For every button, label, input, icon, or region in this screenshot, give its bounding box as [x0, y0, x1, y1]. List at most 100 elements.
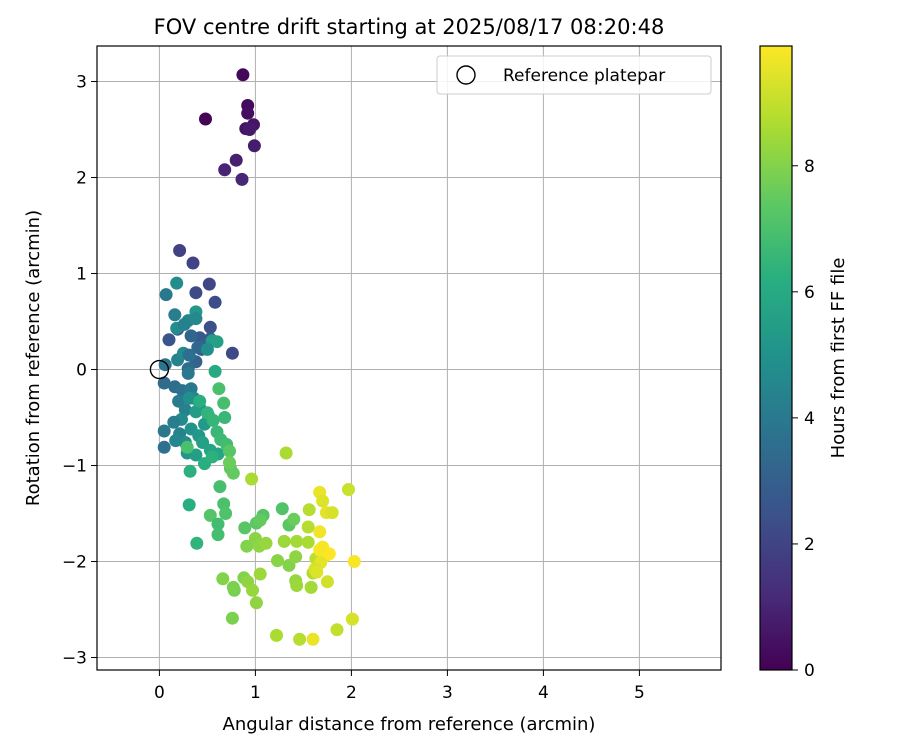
data-point	[302, 503, 316, 517]
x-tick-label: 5	[634, 683, 645, 703]
data-point	[208, 364, 222, 378]
data-point	[253, 567, 267, 581]
data-point	[167, 415, 181, 429]
data-point	[200, 342, 214, 356]
data-point	[162, 333, 176, 347]
data-point	[247, 139, 261, 153]
plot-frame	[96, 45, 722, 671]
data-point	[243, 123, 257, 136]
data-point	[241, 106, 255, 120]
y-tick-label: 1	[76, 265, 87, 285]
data-point	[189, 312, 203, 326]
data-point	[157, 376, 171, 390]
colorbar	[759, 45, 793, 671]
data-point	[301, 520, 315, 534]
data-point	[182, 348, 196, 362]
data-point	[245, 472, 259, 486]
data-point	[199, 112, 212, 126]
data-point	[301, 535, 315, 549]
data-point	[236, 68, 250, 82]
data-point	[218, 411, 232, 424]
data-point	[271, 554, 284, 568]
data-point	[249, 596, 263, 610]
y-axis-label: Rotation from reference (arcmin)	[23, 210, 44, 506]
data-point	[189, 405, 203, 419]
x-axis-label: Angular distance from reference (arcmin)	[223, 714, 596, 735]
legend-marker	[456, 65, 476, 85]
data-points	[157, 68, 361, 646]
data-point	[157, 424, 171, 438]
data-point	[223, 456, 236, 470]
data-point	[213, 480, 227, 494]
data-point	[205, 450, 219, 464]
data-point	[342, 483, 355, 496]
data-point	[330, 623, 344, 637]
data-point	[180, 440, 194, 454]
data-point	[279, 446, 293, 460]
data-point	[184, 329, 198, 343]
y-tick-label: −1	[62, 457, 87, 477]
data-point	[289, 550, 303, 564]
data-point	[210, 335, 224, 349]
data-point	[313, 525, 327, 539]
data-point	[238, 521, 252, 535]
chart-title: FOV centre drift starting at 2025/08/17 …	[154, 15, 665, 39]
y-tick-label: 3	[76, 73, 87, 93]
colorbar-tick-label: 6	[804, 283, 815, 303]
data-point	[186, 256, 200, 270]
data-point	[157, 440, 171, 454]
colorbar-ticks: 0 2 4 6 8	[792, 157, 815, 681]
data-point	[183, 464, 197, 478]
colorbar-tick-label: 0	[804, 661, 815, 681]
legend-label: Reference platepar	[503, 66, 665, 86]
data-point	[216, 572, 230, 586]
y-tick-label: −2	[62, 553, 87, 573]
legend: Reference platepar	[436, 55, 712, 95]
colorbar-tick-label: 4	[804, 409, 815, 429]
reference-platepar-marker	[149, 359, 170, 380]
data-point	[345, 612, 359, 626]
x-tick-label: 2	[346, 683, 357, 703]
data-point	[290, 534, 304, 548]
data-point	[212, 382, 226, 396]
data-point	[304, 580, 318, 594]
data-point	[306, 632, 320, 646]
data-point	[218, 163, 232, 177]
x-tick-label: 1	[250, 683, 261, 703]
data-point	[159, 288, 173, 302]
y-tick-label: −3	[62, 649, 87, 669]
data-point	[202, 277, 216, 291]
data-point	[259, 536, 273, 550]
data-point	[287, 512, 301, 526]
data-point	[240, 539, 254, 553]
data-point	[347, 555, 361, 568]
x-axis-ticks: 0 1 2 3 4 5	[154, 670, 645, 703]
data-point	[170, 276, 184, 290]
data-point	[225, 611, 239, 625]
data-point	[219, 507, 233, 520]
data-point	[313, 543, 327, 557]
data-point	[229, 153, 243, 167]
y-axis-ticks: −3 −2 −1 0 1 2 3	[62, 73, 97, 669]
data-point	[316, 494, 330, 508]
data-point	[189, 448, 203, 462]
data-point	[182, 498, 196, 512]
data-point	[177, 317, 191, 331]
data-point	[203, 508, 217, 522]
data-point	[310, 565, 324, 579]
data-point	[223, 444, 236, 458]
data-point	[253, 513, 267, 527]
data-point	[206, 413, 220, 427]
data-point	[226, 466, 240, 480]
data-point	[246, 583, 259, 597]
data-point	[290, 579, 304, 592]
data-point	[226, 580, 240, 594]
data-point	[275, 502, 289, 516]
y-tick-label: 2	[76, 169, 87, 189]
data-point	[325, 506, 339, 520]
data-point	[211, 517, 225, 531]
data-point	[169, 434, 183, 448]
data-point	[203, 320, 217, 334]
data-point	[181, 366, 195, 380]
